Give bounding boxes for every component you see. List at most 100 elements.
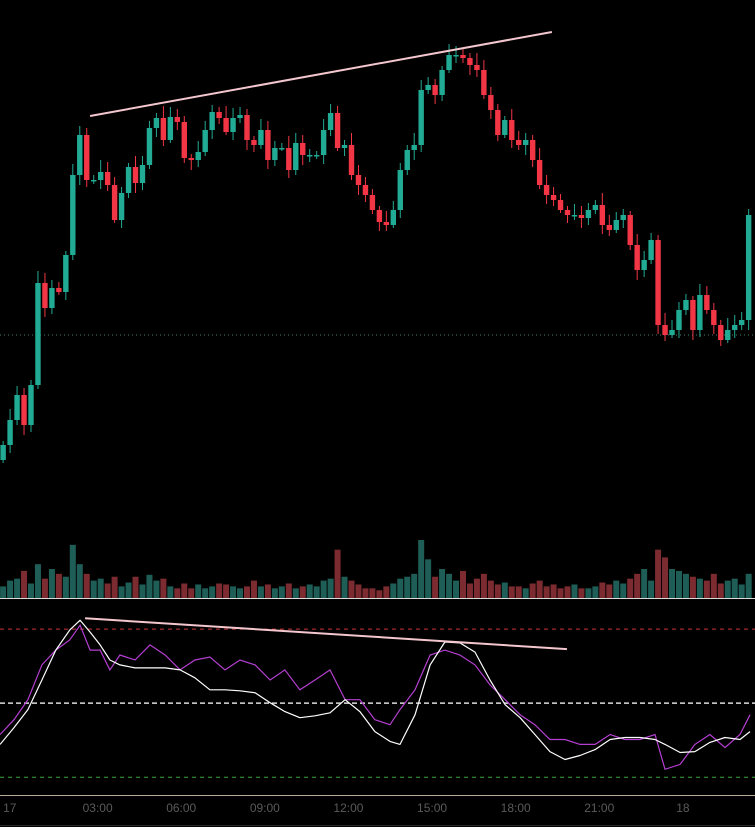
candle[interactable] <box>104 162 111 191</box>
candle[interactable] <box>293 133 299 175</box>
candle[interactable] <box>153 113 160 137</box>
candle[interactable] <box>669 320 675 338</box>
candle[interactable] <box>516 131 522 150</box>
candle[interactable] <box>279 143 285 151</box>
candle[interactable] <box>28 380 34 432</box>
candle[interactable] <box>585 203 592 225</box>
candle[interactable] <box>334 106 341 151</box>
candle[interactable] <box>146 121 153 169</box>
candle[interactable] <box>286 136 292 178</box>
candle[interactable] <box>188 154 194 170</box>
candle[interactable] <box>620 209 626 228</box>
candle[interactable] <box>488 87 494 119</box>
candle[interactable] <box>564 206 571 223</box>
candle[interactable] <box>578 206 585 228</box>
candle[interactable] <box>251 136 257 152</box>
candle[interactable] <box>634 234 640 280</box>
candle[interactable] <box>460 48 466 63</box>
candle[interactable] <box>411 133 417 160</box>
candle[interactable] <box>216 107 222 124</box>
candle[interactable] <box>63 251 69 300</box>
candle[interactable] <box>307 149 313 162</box>
candle[interactable] <box>481 60 487 99</box>
candle[interactable] <box>91 175 97 184</box>
candle[interactable] <box>118 187 125 228</box>
candle[interactable] <box>439 66 445 101</box>
candle[interactable] <box>432 79 438 104</box>
candle[interactable] <box>70 164 76 260</box>
candle[interactable] <box>613 212 619 233</box>
candle[interactable] <box>195 141 201 167</box>
candle[interactable] <box>132 156 139 193</box>
candle[interactable] <box>536 148 543 189</box>
candle[interactable] <box>327 104 334 136</box>
candle[interactable] <box>209 105 215 139</box>
candle[interactable] <box>390 201 397 228</box>
candle[interactable] <box>425 77 431 94</box>
candle[interactable] <box>690 296 696 340</box>
candle[interactable] <box>167 107 174 143</box>
candle[interactable] <box>320 119 327 164</box>
price-pane[interactable] <box>0 31 755 463</box>
candle[interactable] <box>718 320 724 346</box>
candle[interactable] <box>97 160 104 189</box>
candle[interactable] <box>174 109 181 130</box>
candle[interactable] <box>230 108 236 140</box>
candle[interactable] <box>272 141 278 166</box>
candle[interactable] <box>355 165 362 195</box>
candle[interactable] <box>265 121 271 169</box>
candle[interactable] <box>42 273 48 317</box>
candle[interactable] <box>599 193 606 234</box>
candle[interactable] <box>376 206 383 231</box>
candle[interactable] <box>732 315 738 338</box>
candle[interactable] <box>711 303 717 334</box>
candle[interactable] <box>662 313 668 341</box>
candle[interactable] <box>655 235 661 334</box>
candle[interactable] <box>418 80 424 152</box>
candle[interactable] <box>550 187 557 206</box>
candle[interactable] <box>0 441 6 463</box>
candle[interactable] <box>139 156 146 190</box>
candle[interactable] <box>369 189 376 214</box>
candle[interactable] <box>648 233 654 264</box>
candle[interactable] <box>313 151 320 159</box>
candle[interactable] <box>446 44 452 73</box>
candle[interactable] <box>627 211 633 250</box>
candle[interactable] <box>362 177 369 202</box>
candle[interactable] <box>300 135 306 165</box>
candle[interactable] <box>641 251 647 277</box>
oscillator-trendline[interactable] <box>85 617 568 651</box>
candle[interactable] <box>606 215 613 236</box>
time-axis[interactable]: 17 03:00 06:00 09:00 12:00 15:00 18:00 21:00 18 <box>3 801 690 815</box>
candle[interactable] <box>7 409 13 453</box>
candle[interactable] <box>592 200 599 214</box>
candle[interactable] <box>202 121 208 156</box>
candle[interactable] <box>571 204 578 220</box>
candle[interactable] <box>258 119 264 149</box>
candle[interactable] <box>14 386 20 425</box>
candle[interactable] <box>522 133 529 155</box>
candle[interactable] <box>111 177 118 223</box>
candle[interactable] <box>676 302 682 338</box>
candle[interactable] <box>181 116 187 163</box>
candle[interactable] <box>683 294 689 315</box>
candle[interactable] <box>738 312 745 330</box>
candle[interactable] <box>557 194 564 213</box>
candle[interactable] <box>383 211 390 231</box>
oscillator-pane[interactable] <box>0 617 755 778</box>
candle[interactable] <box>543 175 550 204</box>
candle[interactable] <box>84 128 90 187</box>
candle[interactable] <box>697 284 703 337</box>
candle[interactable] <box>725 318 731 343</box>
candle[interactable] <box>704 286 710 314</box>
candle[interactable] <box>502 116 508 138</box>
candle[interactable] <box>244 109 250 150</box>
candle[interactable] <box>21 388 27 435</box>
candle[interactable] <box>509 109 515 148</box>
candle[interactable] <box>348 133 355 180</box>
candle[interactable] <box>341 140 348 156</box>
candle[interactable] <box>35 271 41 389</box>
candle[interactable] <box>467 53 473 75</box>
candle[interactable] <box>223 106 229 135</box>
